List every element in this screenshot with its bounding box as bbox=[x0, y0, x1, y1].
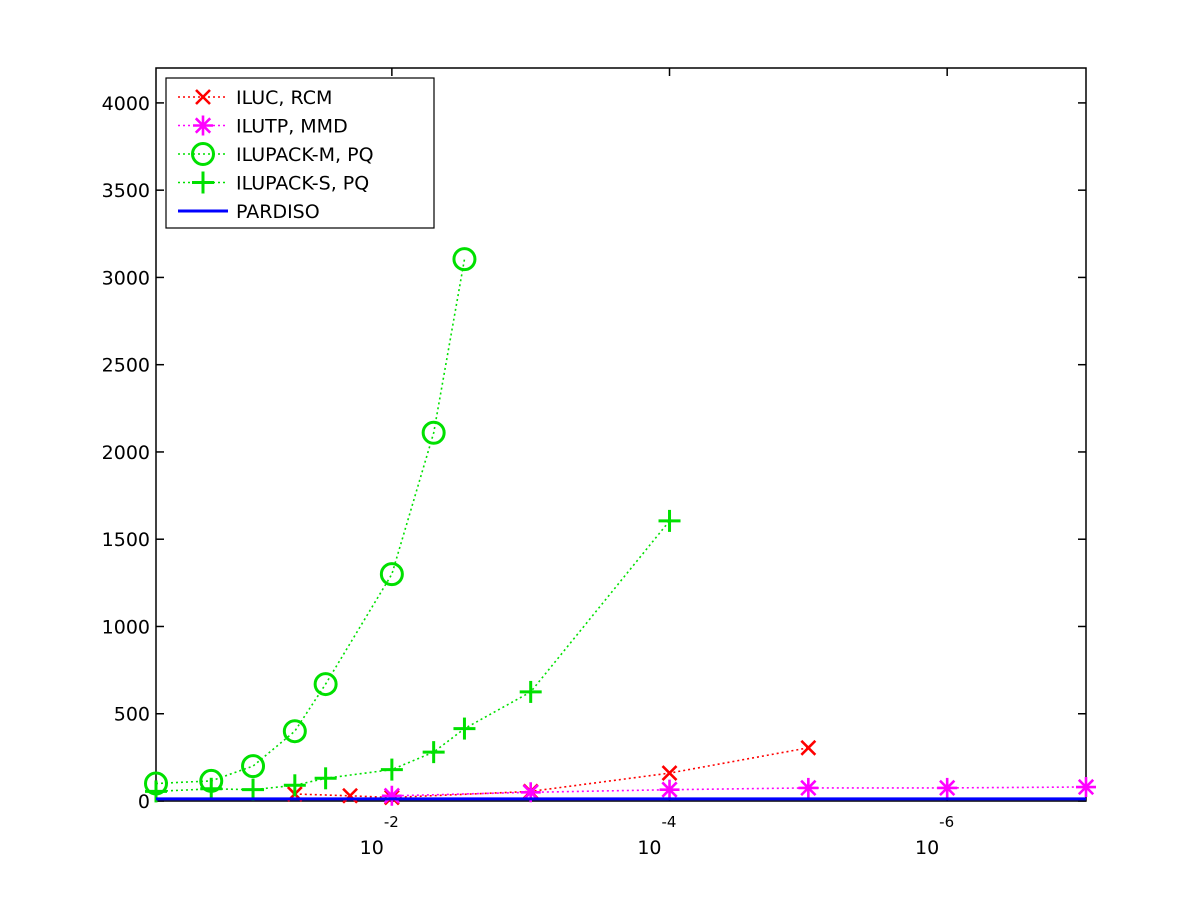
data-point bbox=[421, 420, 446, 445]
x-tick-label-exponent: -2 bbox=[384, 813, 399, 831]
y-tick-label: 2500 bbox=[102, 355, 150, 377]
data-point bbox=[313, 672, 338, 697]
legend-label: ILUPACK-M, PQ bbox=[236, 144, 374, 166]
legend-label: ILUPACK-S, PQ bbox=[236, 173, 369, 195]
series-layer bbox=[144, 247, 1096, 806]
y-tick-label: 500 bbox=[114, 704, 150, 726]
data-point bbox=[422, 741, 445, 764]
data-point bbox=[381, 785, 402, 806]
data-point bbox=[314, 767, 337, 790]
y-tick-label: 3000 bbox=[102, 267, 150, 289]
series-line bbox=[155, 520, 671, 793]
series-3 bbox=[145, 509, 681, 803]
legend-entry: ILUPACK-S, PQ bbox=[178, 171, 369, 195]
x-tick-label-exponent: -6 bbox=[939, 813, 954, 831]
x-tick-label-exponent: -4 bbox=[662, 813, 677, 831]
legend-entry: ILUTP, MMD bbox=[178, 115, 348, 138]
y-tick-label: 4000 bbox=[102, 93, 150, 115]
series-line bbox=[391, 786, 1087, 797]
y-tick-label: 1500 bbox=[102, 529, 150, 551]
legend-entry: PARDISO bbox=[178, 201, 320, 223]
data-point bbox=[282, 719, 307, 744]
y-tick-label: 2000 bbox=[102, 442, 150, 464]
legend-label: PARDISO bbox=[236, 201, 320, 223]
series-1 bbox=[381, 777, 1096, 806]
data-point bbox=[342, 787, 358, 804]
x-tick-label-base: 10 bbox=[637, 837, 661, 859]
legend-entry: ILUPACK-M, PQ bbox=[178, 142, 374, 166]
legend-marker bbox=[195, 89, 211, 105]
data-point bbox=[453, 717, 476, 740]
series-line bbox=[155, 258, 466, 785]
legend-label: ILUTP, MMD bbox=[236, 116, 348, 138]
x-tick-label-base: 10 bbox=[915, 837, 939, 859]
legend-label: ILUC, RCM bbox=[236, 87, 332, 109]
data-point bbox=[241, 754, 266, 779]
y-tick-label: 0 bbox=[138, 791, 150, 813]
series-line bbox=[294, 747, 809, 799]
data-point bbox=[283, 774, 306, 797]
data-point bbox=[937, 777, 958, 798]
y-tick-label: 1000 bbox=[102, 616, 150, 638]
x-tick-label-base: 10 bbox=[360, 837, 384, 859]
data-point bbox=[659, 779, 680, 800]
legend-marker bbox=[192, 171, 214, 194]
y-axis-ticks: 0 500 1000 1500 2000 2500 3000 3500 4000 bbox=[102, 93, 1086, 813]
data-point bbox=[452, 247, 477, 272]
y-tick-label: 3500 bbox=[102, 180, 150, 202]
legend-marker bbox=[193, 115, 213, 136]
data-point bbox=[380, 758, 403, 781]
legend: ILUC, RCM ILUTP, MMD ILUPACK-M, PQ ILUPACK-… bbox=[165, 77, 435, 229]
data-point bbox=[519, 680, 542, 703]
data-point bbox=[200, 777, 223, 800]
legend-entry: ILUC, RCM bbox=[178, 87, 332, 109]
data-point bbox=[242, 778, 265, 801]
data-point bbox=[658, 509, 681, 532]
data-point bbox=[800, 739, 817, 756]
data-point bbox=[798, 777, 819, 798]
data-point bbox=[1076, 777, 1096, 798]
data-point bbox=[661, 765, 678, 781]
legend-marker bbox=[191, 142, 215, 166]
data-point bbox=[379, 562, 404, 587]
